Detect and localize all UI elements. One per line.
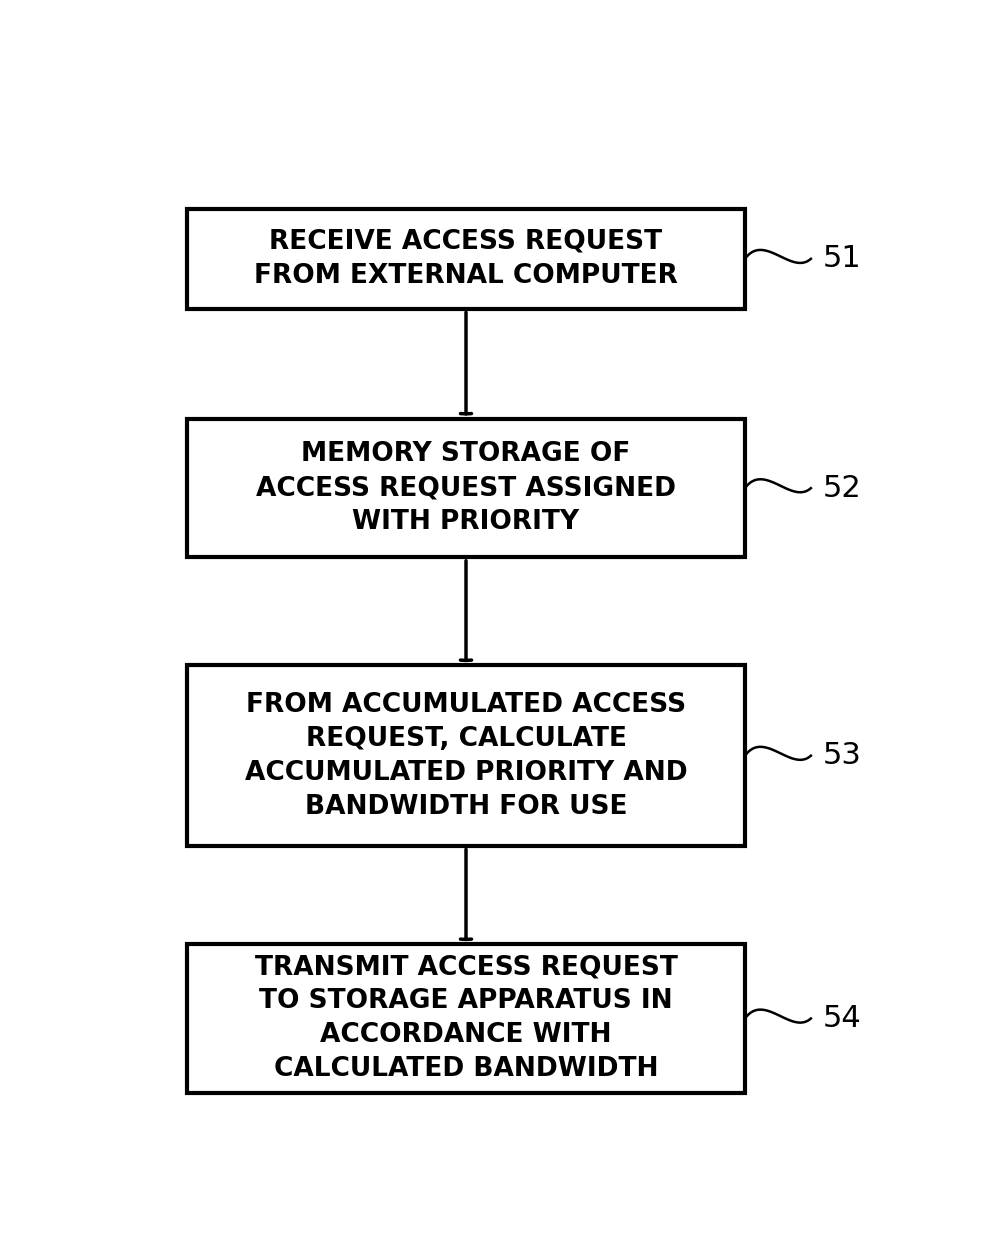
- Text: 54: 54: [822, 1004, 861, 1033]
- Text: FROM ACCUMULATED ACCESS
REQUEST, CALCULATE
ACCUMULATED PRIORITY AND
BANDWIDTH FO: FROM ACCUMULATED ACCESS REQUEST, CALCULA…: [245, 691, 687, 820]
- Text: 51: 51: [822, 244, 861, 273]
- Bar: [187, 419, 745, 557]
- Bar: [187, 665, 745, 846]
- Text: 52: 52: [822, 474, 861, 503]
- Bar: [187, 944, 745, 1092]
- Text: TRANSMIT ACCESS REQUEST
TO STORAGE APPARATUS IN
ACCORDANCE WITH
CALCULATED BANDW: TRANSMIT ACCESS REQUEST TO STORAGE APPAR…: [255, 954, 677, 1082]
- Text: MEMORY STORAGE OF
ACCESS REQUEST ASSIGNED
WITH PRIORITY: MEMORY STORAGE OF ACCESS REQUEST ASSIGNE…: [256, 441, 676, 535]
- Text: 53: 53: [822, 741, 861, 771]
- Bar: [187, 208, 745, 309]
- Text: RECEIVE ACCESS REQUEST
FROM EXTERNAL COMPUTER: RECEIVE ACCESS REQUEST FROM EXTERNAL COM…: [254, 228, 678, 289]
